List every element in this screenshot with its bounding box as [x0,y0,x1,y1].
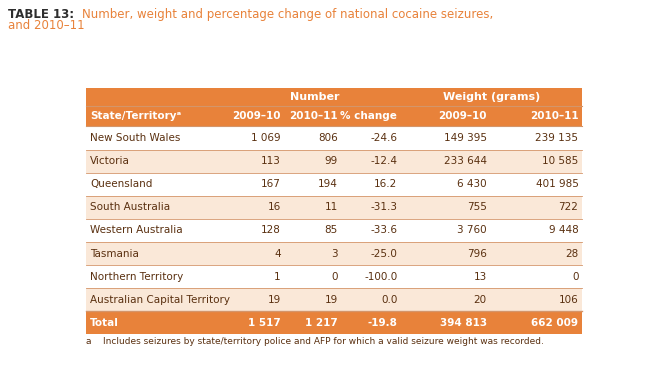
Text: 85: 85 [324,225,338,235]
Bar [86,265,582,288]
Text: 167: 167 [261,179,281,189]
Text: 3: 3 [331,249,338,259]
Text: % change: % change [341,111,397,121]
Text: 1: 1 [274,272,281,282]
Text: New South Wales: New South Wales [90,133,181,143]
Text: Number: Number [290,92,339,102]
Text: 19: 19 [268,295,281,305]
Text: 16: 16 [268,202,281,212]
Text: 2009–10: 2009–10 [438,111,487,121]
Text: -31.3: -31.3 [370,202,397,212]
Text: 796: 796 [467,249,487,259]
Text: and 2010–11: and 2010–11 [8,19,84,33]
Text: 722: 722 [558,202,578,212]
Text: 2010–11: 2010–11 [289,111,338,121]
Text: 662 009: 662 009 [532,318,578,328]
Text: Total: Total [90,318,119,328]
Text: 3 760: 3 760 [457,225,487,235]
Text: Number, weight and percentage change of national cocaine seizures,: Number, weight and percentage change of … [82,8,493,21]
Text: 394 813: 394 813 [439,318,487,328]
Text: 401 985: 401 985 [536,179,579,189]
Text: 113: 113 [261,156,281,166]
Text: 4: 4 [274,249,281,259]
Text: 28: 28 [566,249,578,259]
Text: Victoria: Victoria [90,156,130,166]
Bar [86,150,582,173]
Text: 1 217: 1 217 [305,318,338,328]
Text: 0.0: 0.0 [381,295,397,305]
Bar [86,106,582,127]
Bar [86,173,582,196]
Text: 106: 106 [559,295,578,305]
Text: 13: 13 [473,272,487,282]
Bar [86,196,582,219]
Text: 19: 19 [324,295,338,305]
Text: 149 395: 149 395 [444,133,487,143]
Bar [86,127,582,150]
Text: 128: 128 [261,225,281,235]
Text: Weight (grams): Weight (grams) [443,92,541,102]
Text: State/Territoryᵃ: State/Territoryᵃ [90,111,181,121]
Text: 755: 755 [467,202,487,212]
Text: -25.0: -25.0 [370,249,397,259]
Text: 11: 11 [324,202,338,212]
Text: 2010–11: 2010–11 [530,111,578,121]
Bar [86,219,582,242]
Text: 1 069: 1 069 [251,133,281,143]
Text: Western Australia: Western Australia [90,225,183,235]
Text: 194: 194 [318,179,338,189]
Text: a    Includes seizures by state/territory police and AFP for which a valid seizu: a Includes seizures by state/territory p… [86,337,544,346]
Text: Northern Territory: Northern Territory [90,272,183,282]
Bar [86,311,582,335]
Bar [86,242,582,265]
Text: -19.8: -19.8 [367,318,397,328]
Text: -24.6: -24.6 [370,133,397,143]
Text: -33.6: -33.6 [370,225,397,235]
Text: 2009–10: 2009–10 [232,111,281,121]
Text: 239 135: 239 135 [536,133,579,143]
Text: 0: 0 [572,272,578,282]
Text: 806: 806 [318,133,338,143]
Text: Tasmania: Tasmania [90,249,139,259]
Text: 16.2: 16.2 [374,179,397,189]
Text: 233 644: 233 644 [444,156,487,166]
Bar [86,87,582,106]
Text: -12.4: -12.4 [370,156,397,166]
Text: South Australia: South Australia [90,202,170,212]
Text: 9 448: 9 448 [549,225,578,235]
Bar [86,288,582,311]
Text: -100.0: -100.0 [364,272,397,282]
Text: 6 430: 6 430 [457,179,487,189]
Text: Australian Capital Territory: Australian Capital Territory [90,295,230,305]
Text: 10 585: 10 585 [542,156,578,166]
Text: 1 517: 1 517 [248,318,281,328]
Text: 0: 0 [332,272,338,282]
Text: 20: 20 [474,295,487,305]
Text: Queensland: Queensland [90,179,153,189]
Text: 99: 99 [324,156,338,166]
Text: TABLE 13:: TABLE 13: [8,8,74,21]
